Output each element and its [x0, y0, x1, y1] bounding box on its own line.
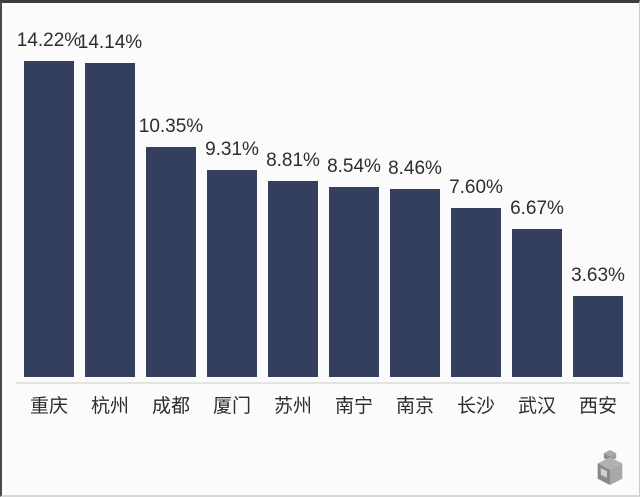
bar-value-label: 7.60%: [449, 177, 503, 199]
bar: [451, 208, 501, 377]
bar: [24, 61, 74, 377]
bar-value-label: 8.46%: [388, 158, 442, 180]
cube-inset: [600, 468, 607, 478]
bar-value-label: 6.67%: [510, 197, 564, 219]
bar-value-label: 8.54%: [327, 156, 381, 178]
bar-category-label: 杭州: [90, 396, 129, 417]
bar-category-label: 成都: [151, 396, 190, 417]
bar-value-label: 3.63%: [571, 265, 625, 287]
bar-category-label: 南京: [395, 396, 434, 417]
bar-category-label: 厦门: [212, 396, 251, 417]
bar: [268, 181, 318, 377]
bar: [390, 189, 440, 377]
bar: [329, 187, 379, 377]
bar-category-label: 重庆: [29, 396, 68, 417]
cube-right: [610, 463, 623, 485]
bar: [146, 147, 196, 377]
bar-category-label: 苏州: [273, 396, 312, 417]
bar-value-label: 9.31%: [205, 139, 259, 161]
bar-category-label: 南宁: [334, 396, 373, 417]
bar-value-label: 8.81%: [266, 150, 320, 172]
cube-top: [597, 457, 623, 470]
bar-category-label: 长沙: [456, 396, 495, 417]
bar: [207, 170, 257, 377]
bar: [512, 228, 562, 377]
bar: [85, 63, 135, 377]
cube-stud-top: [603, 450, 617, 457]
bar: [573, 296, 623, 377]
bar-value-label: 14.22%: [16, 30, 82, 52]
bar-chart: 14.22% 重庆 14.14% 杭州 10.35% 成都 9.31% 厦门 8.81% 苏州 8.…: [2, 3, 639, 495]
bar-category-label: 西安: [578, 396, 617, 417]
cube-logo-icon: [597, 450, 623, 485]
bar-value-label: 14.14%: [77, 32, 143, 54]
bar-category-label: 武汉: [517, 396, 556, 417]
bar-value-label: 10.35%: [138, 116, 204, 138]
x-axis-line: [16, 382, 630, 384]
